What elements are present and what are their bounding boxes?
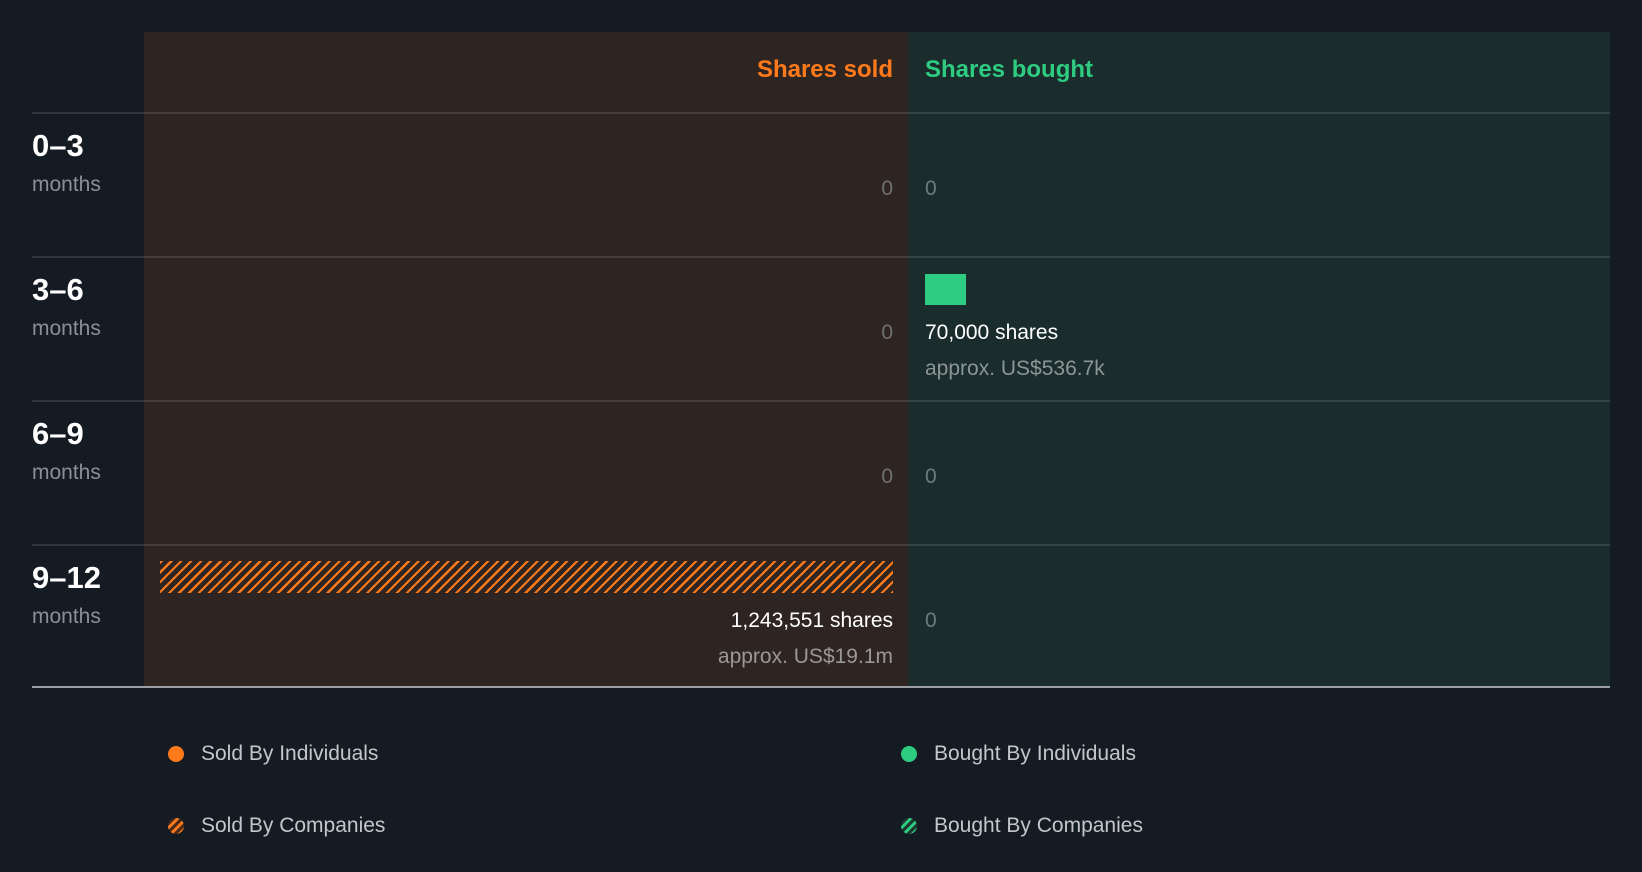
sold-value: 0 xyxy=(881,177,893,200)
legend-label: Bought By Companies xyxy=(934,814,1143,837)
row-unit-label: months xyxy=(32,317,101,340)
row-6-9-months: 6–9 months 0 0 xyxy=(0,402,1642,546)
legend-sold-by-companies[interactable]: Sold By Companies xyxy=(168,811,385,841)
sold-shares-value: 1,243,551 shares xyxy=(730,609,893,632)
row-range-label: 0–3 xyxy=(32,128,84,163)
row-range-label: 3–6 xyxy=(32,272,84,307)
row-unit-label: months xyxy=(32,605,101,628)
row-divider xyxy=(32,544,1610,546)
bought-value: 0 xyxy=(925,609,937,632)
row-range-label: 6–9 xyxy=(32,416,84,451)
shares-sold-header: Shares sold xyxy=(756,56,893,83)
bought-shares-value: 70,000 shares xyxy=(925,321,1059,344)
legend-sold-by-individuals[interactable]: Sold By Individuals xyxy=(168,739,378,769)
orange-dot-icon xyxy=(168,746,184,762)
header-divider xyxy=(32,112,1610,114)
legend-label: Sold By Individuals xyxy=(201,742,379,765)
chart-baseline xyxy=(32,686,1610,688)
row-divider xyxy=(32,256,1610,258)
bought-approx-value: approx. US$536.7k xyxy=(925,357,1105,380)
row-unit-label: months xyxy=(32,173,101,196)
orange-hatched-dot-icon xyxy=(168,818,184,834)
row-0-3-months: 0–3 months 0 0 xyxy=(0,114,1642,258)
bought-by-individuals-bar[interactable] xyxy=(925,274,966,305)
sold-approx-value: approx. US$19.1m xyxy=(717,645,893,668)
row-unit-label: months xyxy=(32,461,101,484)
row-3-6-months: 3–6 months 0 70,000 shares approx. US$53… xyxy=(0,258,1642,402)
legend-label: Bought By Individuals xyxy=(934,742,1136,765)
legend-label: Sold By Companies xyxy=(201,814,386,837)
sold-value: 0 xyxy=(881,321,893,344)
shares-bought-panel xyxy=(908,32,1610,687)
row-range-label: 9–12 xyxy=(32,560,101,595)
green-dot-icon xyxy=(901,746,917,762)
shares-bought-header: Shares bought xyxy=(925,56,1094,83)
row-divider xyxy=(32,400,1610,402)
green-hatched-dot-icon xyxy=(901,818,917,834)
sold-by-companies-bar[interactable] xyxy=(160,561,893,593)
bought-value: 0 xyxy=(925,177,937,200)
sold-value: 0 xyxy=(881,465,893,488)
legend-bought-by-individuals[interactable]: Bought By Individuals xyxy=(901,739,1136,769)
legend-bought-by-companies[interactable]: Bought By Companies xyxy=(901,811,1143,841)
row-9-12-months: 9–12 months 1,243,551 shares approx. US$… xyxy=(0,546,1642,690)
bought-value: 0 xyxy=(925,465,937,488)
